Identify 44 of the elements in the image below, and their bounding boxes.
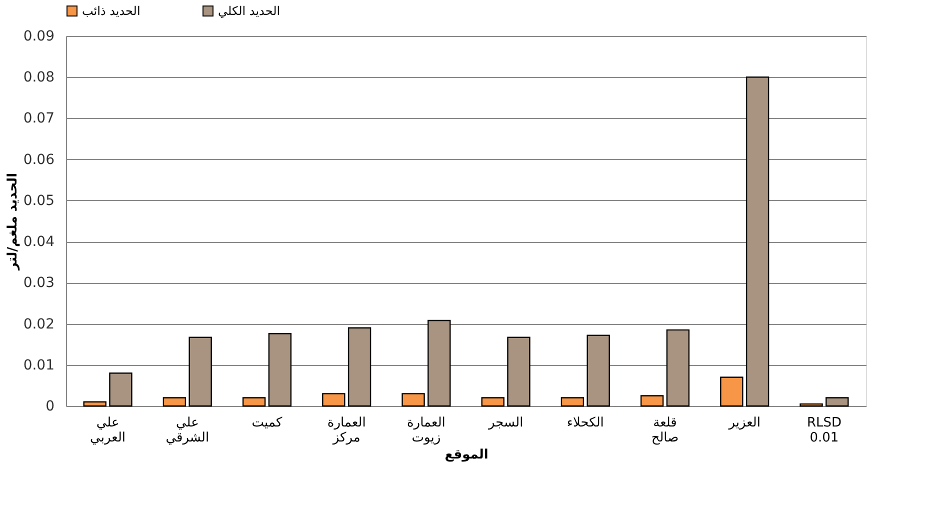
bar [348, 327, 372, 407]
bar [428, 320, 451, 407]
bar [507, 336, 530, 407]
x-tick-label: السجر [487, 416, 524, 430]
y-tick-label: 0.02 [23, 316, 54, 332]
y-axis-title: الحديد ملغم/لتر [5, 172, 20, 272]
bar [640, 395, 664, 407]
x-tick-label: RLSD 0.01 [806, 416, 842, 446]
x-tick-label: العمارة مركز [327, 416, 366, 446]
bar [322, 393, 346, 407]
bar [109, 372, 132, 407]
legend-label: الحديد ذائب [82, 4, 140, 18]
bar [666, 329, 690, 407]
y-tick-label: 0.05 [23, 192, 54, 209]
y-tick-label: 0 [46, 398, 54, 414]
x-tick-label: الكحلاء [566, 416, 604, 430]
bar [560, 397, 584, 407]
y-tick-label: 0.07 [23, 110, 54, 127]
x-tick-label: علي الشرقي [166, 416, 210, 446]
bar [586, 334, 610, 407]
y-tick-label: 0.03 [23, 275, 54, 292]
bar [402, 393, 425, 407]
bar [162, 397, 186, 407]
legend-label: الحديد الكلي [218, 4, 280, 18]
bar [268, 333, 292, 407]
x-tick-label: قلعة صالح [651, 416, 679, 446]
bar [242, 397, 266, 407]
x-axis-title: الموقع [444, 448, 488, 462]
x-tick-label: العزير [728, 416, 761, 430]
bar [83, 401, 106, 407]
y-tick-label: 0.04 [23, 234, 55, 250]
y-tick-label: 0.09 [23, 28, 54, 44]
bar [720, 376, 744, 407]
y-tick-label: 0.08 [23, 70, 54, 86]
bar [800, 403, 823, 407]
x-tick-label: علي العربي [90, 416, 126, 446]
bar [188, 336, 212, 407]
bar [746, 76, 770, 407]
x-tick-label: كميت [252, 416, 283, 430]
bar [826, 397, 849, 407]
y-tick-label: 0.06 [23, 152, 55, 168]
y-tick-label: 0.01 [23, 357, 54, 374]
bar [481, 397, 504, 407]
x-tick-label: العمارة زيوت [406, 416, 446, 446]
